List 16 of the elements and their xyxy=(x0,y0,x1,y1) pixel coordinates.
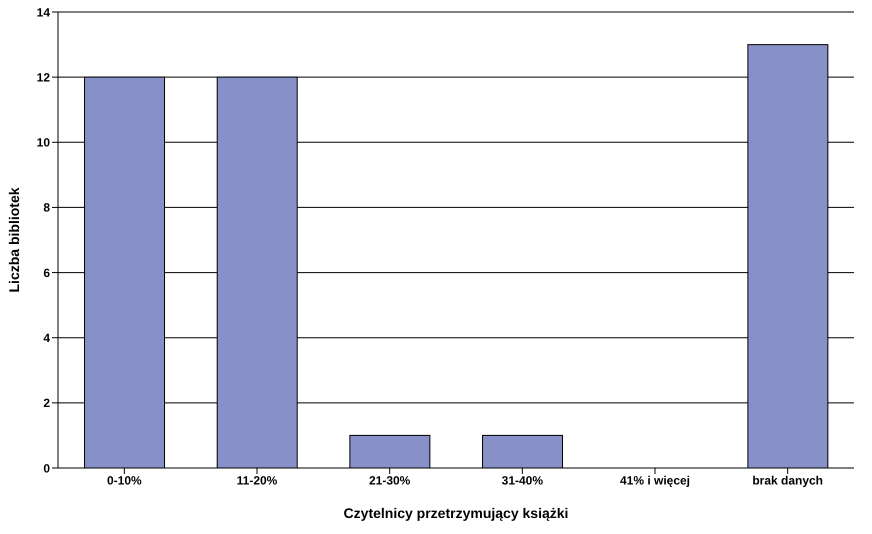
x-tick-label: 11-20% xyxy=(236,474,278,488)
y-tick-label: 4 xyxy=(43,330,50,345)
y-tick-label: 10 xyxy=(36,136,50,150)
y-tick-label: 6 xyxy=(43,266,50,280)
x-tick-label: 41% i więcej xyxy=(620,474,690,488)
y-axis-title: Liczba bibliotek xyxy=(6,187,22,293)
x-tick-label: 0-10% xyxy=(106,474,142,488)
x-tick-label: 21-30% xyxy=(368,474,411,488)
y-tick-label: 12 xyxy=(36,70,50,84)
x-axis-title: Czytelnicy przetrzymujący książki xyxy=(344,505,568,521)
y-tick-label: 14 xyxy=(36,5,50,20)
y-tick-label: 0 xyxy=(43,461,50,476)
y-tick-label: 2 xyxy=(43,396,50,410)
y-tick-label: 8 xyxy=(43,200,50,215)
x-tick-label: brak danych xyxy=(752,474,824,488)
x-tick-label: 31-40% xyxy=(502,474,544,488)
